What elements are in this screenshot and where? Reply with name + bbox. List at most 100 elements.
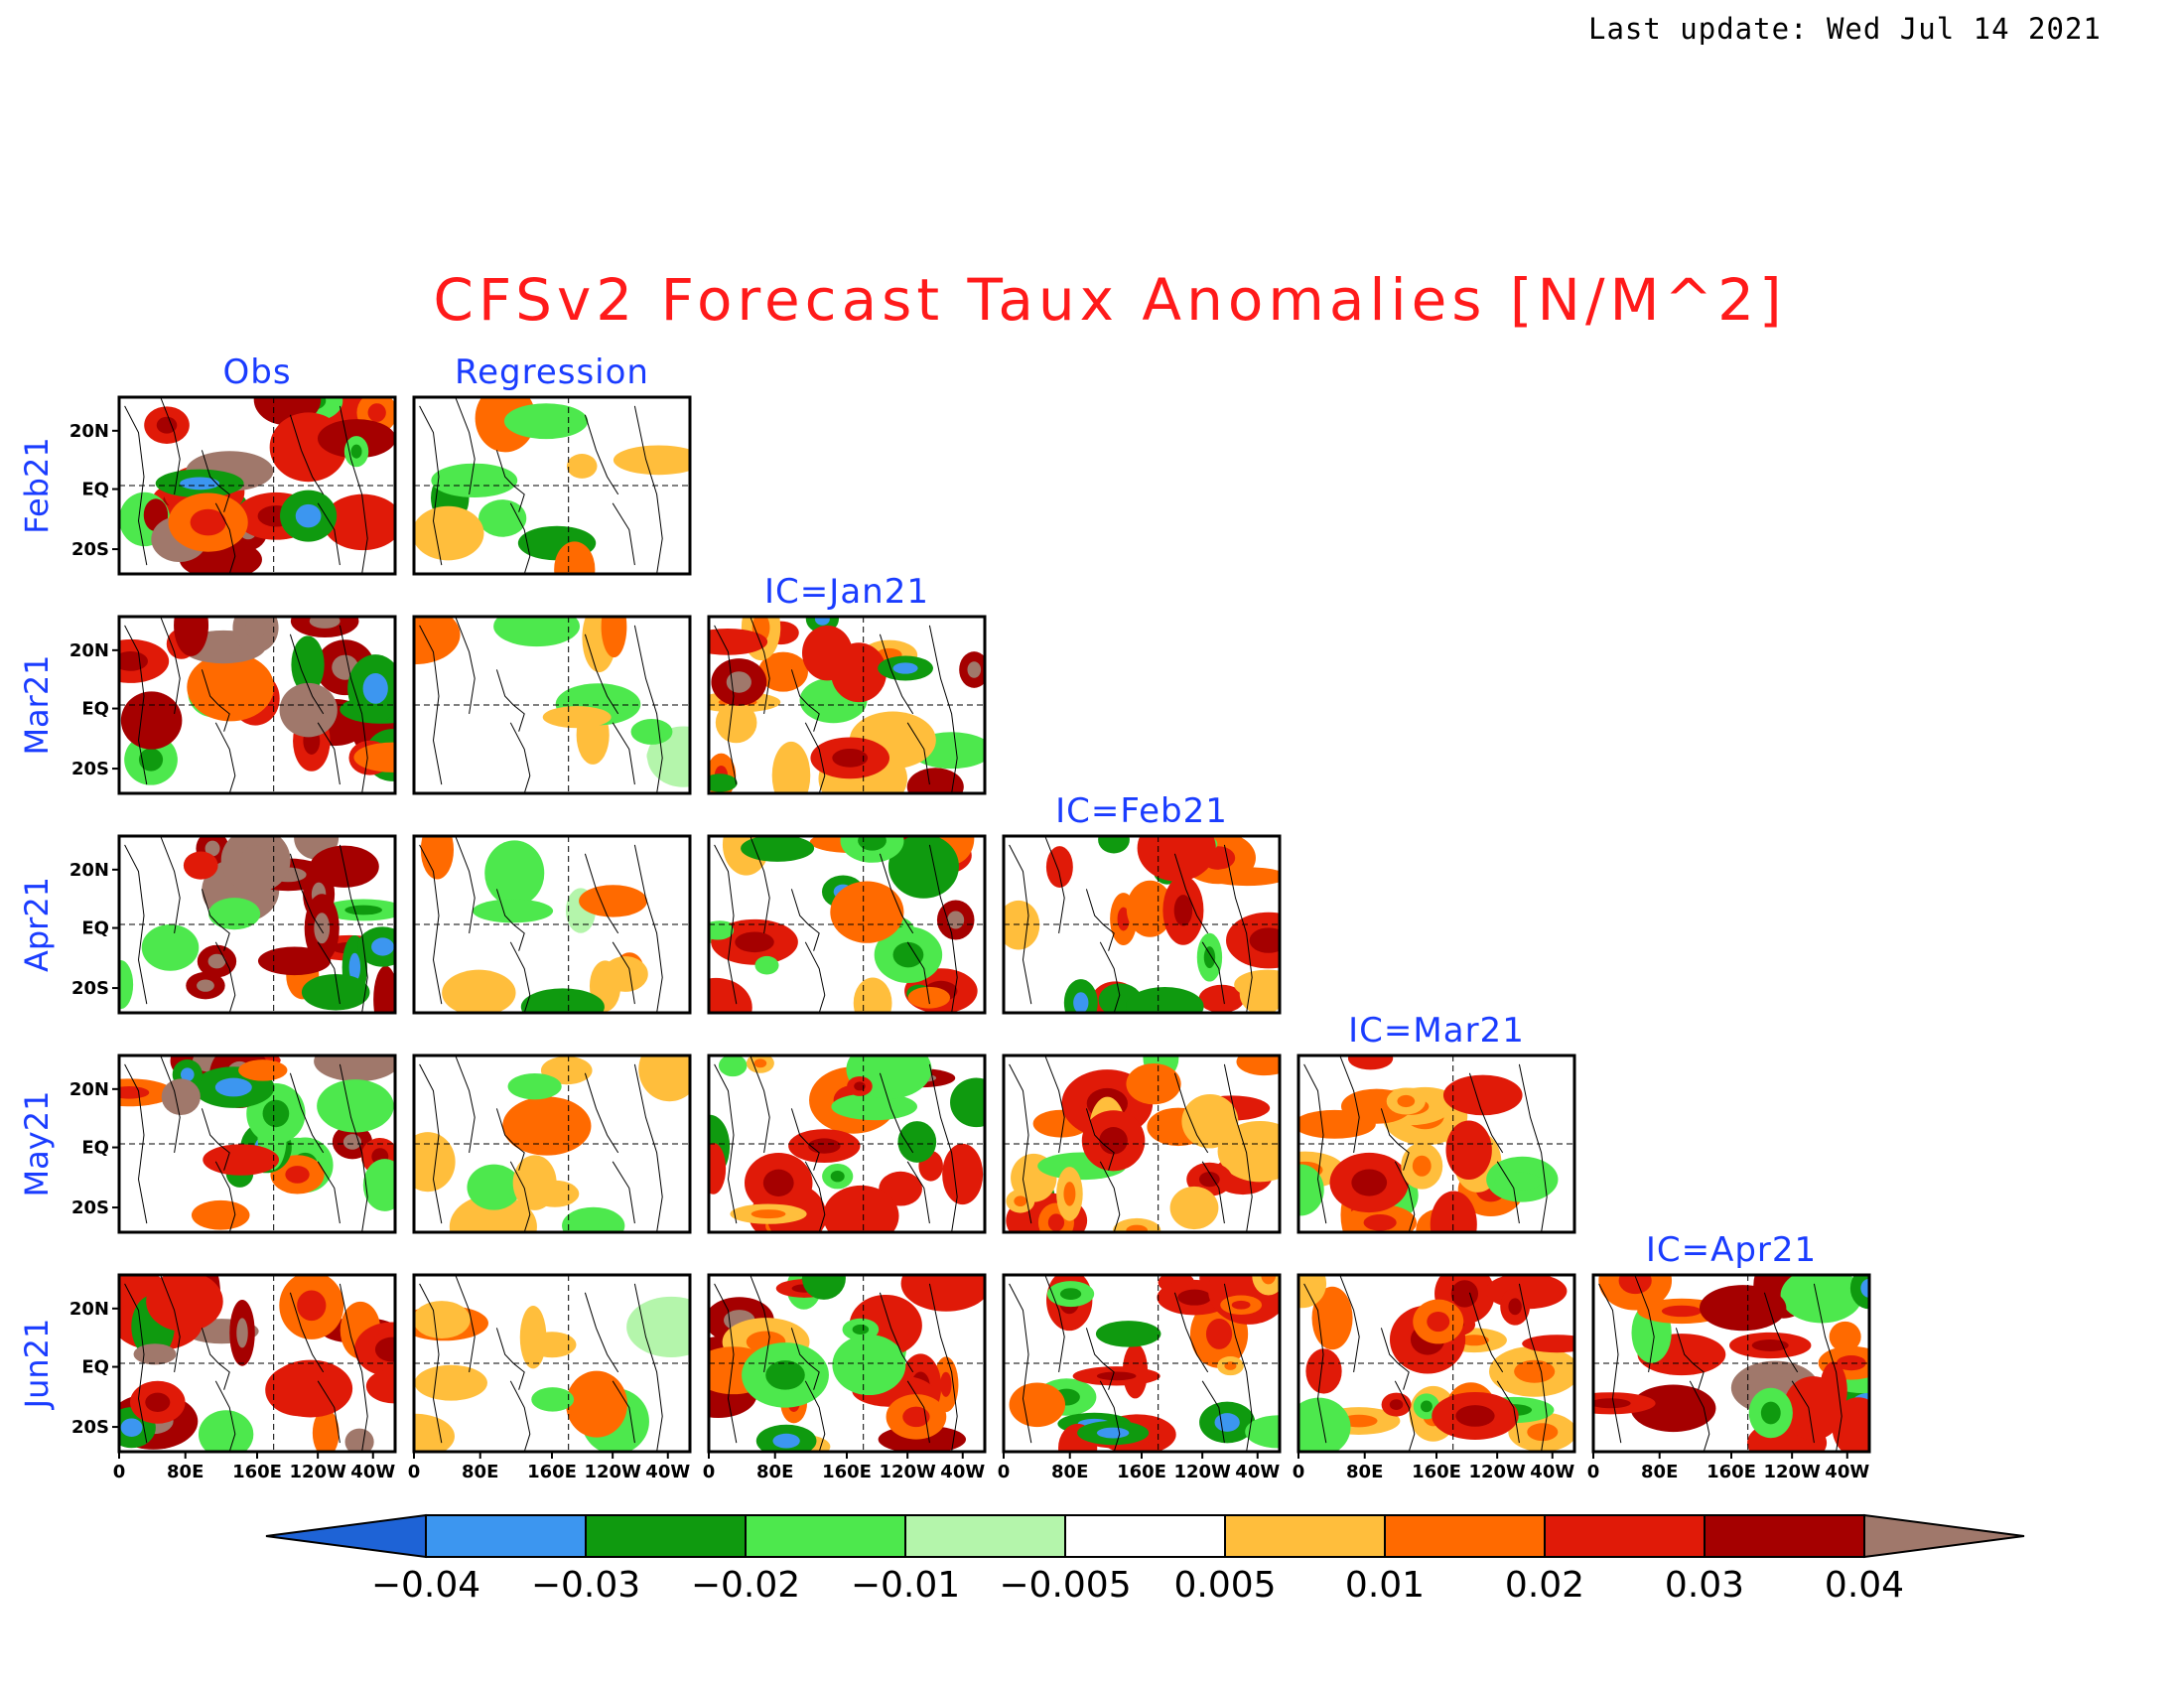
- anomaly-contour: [295, 697, 322, 723]
- anomaly-contour: [1205, 1319, 1233, 1349]
- anomaly-contour: [1236, 1055, 1280, 1076]
- x-tick-label: 80E: [756, 1462, 793, 1482]
- colorbar-swatch: [1064, 1514, 1226, 1558]
- coastline: [1223, 1283, 1253, 1452]
- coastline: [1099, 941, 1121, 1013]
- coastline: [124, 405, 148, 566]
- coastline: [317, 1161, 341, 1224]
- coastline: [1303, 1283, 1327, 1444]
- anomaly-contour: [350, 444, 362, 459]
- anomaly-contour: [887, 836, 959, 899]
- anomaly-contour: [1455, 1405, 1495, 1427]
- x-tick-label: 120W: [584, 1462, 641, 1482]
- anomaly-contour: [119, 1086, 150, 1099]
- colorbar-tick-label: −0.005: [999, 1565, 1131, 1606]
- anomaly-contour: [484, 840, 545, 907]
- column-label: Obs: [222, 352, 291, 392]
- anomaly-contour: [830, 1170, 845, 1183]
- coastline: [633, 625, 663, 793]
- anomaly-contour: [203, 1144, 280, 1176]
- anomaly-contour: [1522, 1335, 1574, 1353]
- coastline: [1201, 1161, 1225, 1224]
- x-tick-label: 40W: [350, 1462, 395, 1482]
- colorbar-swatch: [1544, 1514, 1706, 1558]
- coastline: [160, 836, 181, 933]
- anomaly-contour: [754, 955, 779, 975]
- anomaly-contour: [626, 1296, 690, 1357]
- anomaly-contour: [414, 1413, 455, 1452]
- anomaly-contour: [1783, 1376, 1843, 1441]
- coastline: [317, 941, 341, 1005]
- coastline: [339, 405, 368, 574]
- anomaly-contour: [831, 1092, 918, 1121]
- coastline: [339, 625, 368, 793]
- anomaly-contour: [174, 617, 209, 656]
- map-frame: [117, 834, 397, 1015]
- anomaly-contour: [906, 768, 964, 793]
- x-tick-label: 80E: [167, 1462, 204, 1482]
- map-frame: [412, 1054, 692, 1234]
- anomaly-contour: [808, 1138, 841, 1154]
- coastline: [509, 1161, 531, 1232]
- coastline: [339, 1283, 368, 1452]
- x-tick-label: 120W: [1763, 1462, 1821, 1482]
- map-panel: 20N EQ 20S May21: [18, 1054, 397, 1234]
- anomaly-contour: [198, 1410, 254, 1452]
- anomaly-contour: [344, 1428, 374, 1452]
- y-tick-label: 20S: [71, 978, 109, 999]
- anomaly-contour: [306, 836, 327, 848]
- anomaly-contour: [613, 445, 690, 476]
- coastline: [455, 1275, 476, 1372]
- coastline: [419, 1283, 443, 1444]
- coastline: [1099, 1380, 1121, 1452]
- anomaly-contour: [323, 493, 395, 551]
- anomaly-contour: [478, 499, 527, 537]
- map-frame: [412, 615, 692, 795]
- coastline: [750, 836, 770, 933]
- anomaly-contour: [449, 1195, 537, 1232]
- x-tick-label: 160E: [527, 1462, 577, 1482]
- coastline: [928, 1283, 958, 1452]
- row-label: Mar21: [18, 654, 56, 755]
- map-panel: [412, 615, 692, 795]
- anomaly-contour: [493, 617, 580, 647]
- colorbar-tick-label: −0.04: [371, 1565, 480, 1606]
- y-tick-label: EQ: [81, 1138, 109, 1159]
- anomaly-contour: [353, 742, 395, 773]
- map-frame: [1297, 1054, 1576, 1234]
- coastline: [214, 1380, 236, 1452]
- anomaly-contour: [566, 1370, 627, 1438]
- anomaly-contour: [1009, 1382, 1066, 1428]
- anomaly-contour: [467, 1164, 521, 1210]
- x-tick-label: 160E: [1706, 1462, 1756, 1482]
- coastline: [1496, 1380, 1520, 1444]
- colorbar-tick-label: 0.005: [1173, 1565, 1276, 1606]
- anomaly-contour: [1593, 1398, 1631, 1409]
- anomaly-contour: [420, 836, 455, 880]
- anomaly-contour: [156, 416, 178, 434]
- x-tick-label: 80E: [462, 1462, 498, 1482]
- anomaly-contour: [1630, 1384, 1716, 1433]
- anomaly-contour: [214, 1077, 252, 1097]
- column-label: IC=Apr21: [1646, 1230, 1817, 1270]
- coastline: [1303, 1063, 1327, 1224]
- anomaly-contour: [1004, 900, 1040, 950]
- coastline: [124, 844, 148, 1005]
- coastline: [1598, 1283, 1622, 1444]
- coastline: [612, 941, 635, 1005]
- anomaly-contour: [823, 1185, 899, 1232]
- anomaly-contour: [638, 1055, 690, 1102]
- x-tick-label: 120W: [1173, 1462, 1231, 1482]
- anomaly-contour: [858, 836, 887, 851]
- coastline: [1689, 1380, 1710, 1452]
- coastline: [1044, 836, 1065, 933]
- colorbar-swatch: [1224, 1514, 1386, 1558]
- row-label: Feb21: [18, 437, 56, 533]
- coastline: [612, 722, 635, 785]
- x-tick-label: 120W: [289, 1462, 346, 1482]
- map-panel: 20N EQ 20S Jun21 0 80E 160E 120W 40W: [18, 1273, 397, 1482]
- x-tick-label: 80E: [1641, 1462, 1678, 1482]
- anomaly-contour: [630, 719, 673, 745]
- anomaly-contour: [940, 1371, 952, 1397]
- anomaly-contour: [771, 741, 811, 793]
